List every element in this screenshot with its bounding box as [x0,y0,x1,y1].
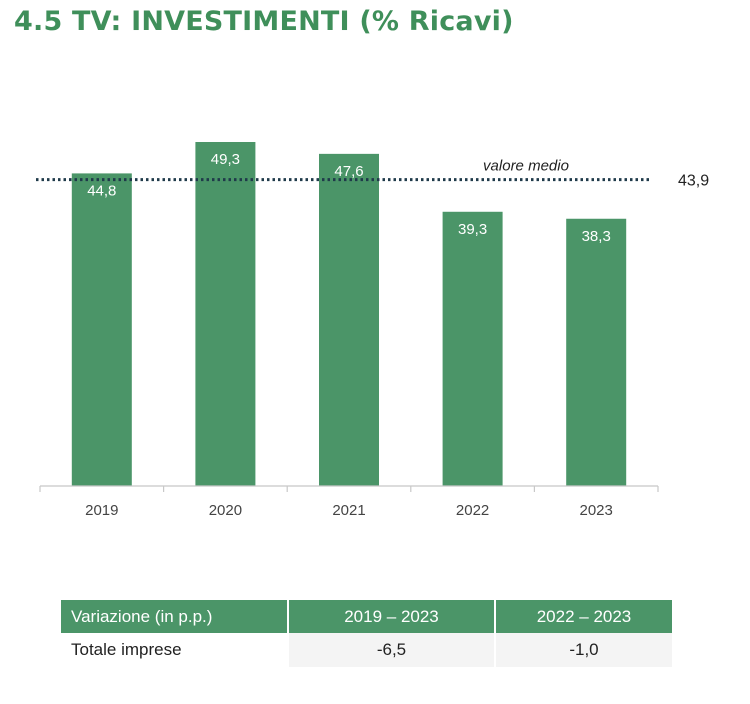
table-header-label: Variazione (in p.p.) [61,600,288,633]
x-axis: 2019 2020 2021 2022 2023 [39,485,659,519]
bar-2021 [319,153,379,487]
x-tick-label: 2023 [580,502,613,519]
reference-line-label: valore medio [483,158,569,175]
reference-line-value: 43,9 [678,173,709,190]
bar-value-label: 47,6 [334,163,363,180]
x-tick-label: 2022 [456,502,489,519]
x-tick-label: 2020 [209,502,242,519]
table-header-row: Variazione (in p.p.) 2019 – 2023 2022 – … [61,600,672,633]
table-header-period-2019-2023: 2019 – 2023 [287,600,495,633]
bar-2020 [195,142,256,486]
table-row-label: Totale imprese [61,633,288,667]
bar-value-label: 49,3 [211,151,240,168]
bar-value-label: 38,3 [582,228,611,245]
variation-table: Variazione (in p.p.) 2019 – 2023 2022 – … [61,600,672,667]
x-tick-label: 2019 [85,502,118,519]
table-cell-2022-2023: -1,0 [494,633,672,667]
chart-title: 4.5 TV: INVESTIMENTI (% Ricavi) [14,6,514,37]
bar-value-label: 39,3 [458,221,487,238]
table-cell-2019-2023: -6,5 [287,633,495,667]
bar-chart: 44,8 49,3 47,6 39,3 38,3 2019 2020 2021 2022 202… [36,142,709,519]
bar-value-label: 44,8 [87,182,116,199]
reference-line-group: valore medio 43,9 [36,158,709,190]
bar-2019 [71,173,132,486]
bar-2022 [442,211,503,487]
table-header-period-2022-2023: 2022 – 2023 [494,600,672,633]
bar-2023 [566,218,627,486]
table-row: Totale imprese -6,5 -1,0 [61,633,672,667]
bars-group: 44,8 49,3 47,6 39,3 38,3 [71,142,627,487]
x-tick-label: 2021 [332,502,365,519]
